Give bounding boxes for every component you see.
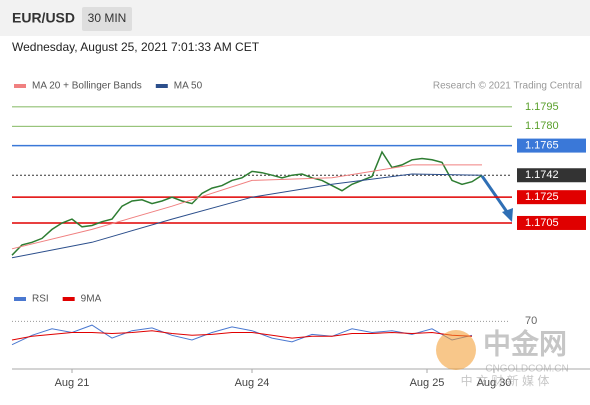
level-label: 1.1780 xyxy=(525,120,559,132)
price-line xyxy=(11,150,483,256)
x-tick-label: Aug 21 xyxy=(55,377,90,389)
level-label-box xyxy=(517,168,586,183)
level-label: 1.1725 xyxy=(525,191,559,203)
forecast-arrow xyxy=(480,175,509,213)
series-line xyxy=(11,330,473,341)
level-label: 1.1705 xyxy=(525,217,559,229)
legend-label: RSI xyxy=(32,294,49,305)
x-tick-label: Aug 25 xyxy=(410,377,445,389)
watermark-site: CNGOLDCOM.CN xyxy=(485,364,568,375)
x-tick-label: Aug 24 xyxy=(235,377,270,389)
subtitle: Wednesday, August 25, 2021 7:01:33 AM CE… xyxy=(12,40,260,54)
series-line xyxy=(11,173,483,259)
legend-swatch xyxy=(14,84,26,88)
legend-label: MA 20 + Bollinger Bands xyxy=(32,81,142,92)
legend-label: MA 50 xyxy=(174,81,203,92)
legend-swatch xyxy=(155,84,168,88)
watermark-logo xyxy=(436,330,476,370)
level-label: 1.1742 xyxy=(525,169,559,181)
legend-swatch xyxy=(62,297,75,301)
symbol: EUR/USD xyxy=(12,10,75,26)
source: Research © 2021 Trading Central xyxy=(433,81,582,92)
interval[interactable]: 30 MIN xyxy=(88,11,127,25)
legend-label: 9MA xyxy=(81,294,102,305)
level-label: 1.1765 xyxy=(525,139,559,151)
legend-swatch xyxy=(14,297,26,301)
forecast-arrowhead xyxy=(502,208,513,222)
level-label-box xyxy=(517,138,586,153)
watermark-name: 中金网 xyxy=(483,327,567,359)
series-line xyxy=(11,324,473,346)
level-label-box xyxy=(517,190,586,205)
level-label-box xyxy=(517,215,586,230)
x-tick-label: Aug 30 xyxy=(477,377,512,389)
watermark-tagline: 中 文 财 新 媒 体 xyxy=(461,373,550,388)
level-label: 1.1795 xyxy=(525,101,559,113)
watermark: 中金网 CNGOLDCOM.CN 中 文 财 新 媒 体 xyxy=(436,327,569,388)
interval-button[interactable] xyxy=(82,7,132,31)
series-line xyxy=(11,164,482,250)
y-tick-label: 70 xyxy=(525,315,537,327)
